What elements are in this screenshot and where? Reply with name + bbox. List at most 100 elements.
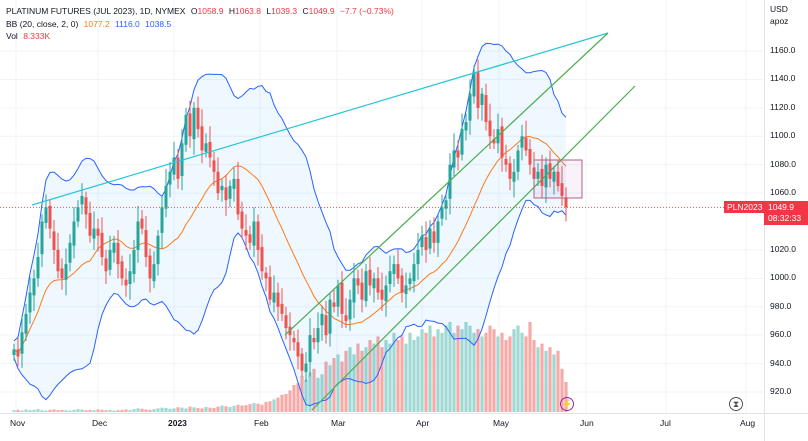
volume-bar [92, 410, 96, 412]
volume-bar [320, 374, 324, 412]
candle-body [344, 315, 348, 321]
volume-bar [148, 409, 152, 412]
volume-bar [208, 407, 212, 412]
bb-basis [13, 136, 567, 354]
volume-bar [508, 336, 512, 412]
volume-bar [484, 332, 488, 412]
candle-body [60, 268, 64, 279]
volume-bar [104, 410, 108, 412]
volume-bar [348, 347, 352, 412]
candle-body [172, 157, 176, 175]
volume-bar [356, 343, 360, 412]
candle-body [212, 160, 216, 172]
volume-bar [304, 379, 308, 412]
volume-bar [456, 325, 460, 412]
candle-body [192, 107, 196, 140]
candle-body [340, 282, 344, 314]
candle-body [460, 129, 464, 155]
candle-body [324, 315, 328, 336]
candle-body [108, 249, 112, 270]
hourglass-icon[interactable]: ⧗ [729, 397, 743, 411]
channel-upper-line [284, 32, 609, 336]
candle-body [500, 126, 504, 158]
volume-bar [20, 410, 24, 412]
volume-bar [448, 322, 452, 412]
volume-bar [116, 410, 120, 412]
lightning-icon[interactable]: ⚡ [560, 397, 574, 411]
candle-body [492, 139, 496, 144]
volume-bar [280, 394, 284, 412]
price-tick: 980.0 [770, 300, 792, 311]
volume-bar [60, 409, 64, 412]
close-value: 1049.9 [308, 6, 335, 16]
volume-bar [396, 340, 400, 412]
candle-body [208, 141, 212, 158]
candle-body [384, 285, 388, 302]
candle-body [88, 212, 92, 236]
volume-bar [28, 410, 32, 412]
volume-bar [48, 409, 52, 412]
volume-bar [380, 347, 384, 412]
time-tick: Aug [740, 418, 756, 428]
open-value: 1058.9 [197, 6, 224, 16]
bb-lower-value: 1038.5 [145, 18, 172, 29]
candle-body [12, 349, 16, 356]
volume-bar [124, 409, 128, 412]
candle-body [160, 207, 164, 233]
volume-bar [528, 322, 532, 412]
candle-body [112, 242, 116, 253]
symbol-title[interactable]: PLATINUM FUTURES (JUL 2023), 1D, NYMEX [6, 6, 186, 16]
volume-bar [432, 336, 436, 412]
volume-bar [156, 408, 160, 412]
candle-body [24, 313, 28, 334]
time-axis[interactable] [0, 413, 808, 414]
candle-body [516, 150, 520, 172]
volume-bar [492, 329, 496, 412]
volume-bar [316, 377, 320, 412]
chart-legend: PLATINUM FUTURES (JUL 2023), 1D, NYMEX O… [6, 6, 394, 41]
volume-bar [520, 332, 524, 412]
volume-bar [204, 406, 208, 412]
volume-bar [428, 325, 432, 412]
candle-body [360, 282, 364, 300]
candle-body [220, 185, 224, 191]
candle-body [368, 269, 372, 286]
price-tick: 940.0 [770, 357, 792, 368]
volume-bar [408, 332, 412, 412]
volume-bar [388, 343, 392, 412]
volume-bar [536, 347, 540, 412]
volume-bar [52, 409, 56, 412]
volume-bar [40, 410, 44, 412]
candle-body [52, 231, 56, 250]
volume-bar [424, 332, 428, 412]
candle-body [436, 221, 440, 243]
price-chart[interactable] [0, 0, 764, 413]
candle-body [564, 197, 568, 208]
volume-bar [240, 405, 244, 412]
candle-body [268, 276, 272, 300]
volume-bar [140, 408, 144, 412]
volume-bar [36, 409, 40, 412]
volume-bar [96, 409, 100, 412]
candle-body [512, 171, 516, 182]
vol-label[interactable]: Vol [6, 31, 18, 41]
price-tick: 1100.0 [770, 130, 796, 141]
volume-bar [524, 336, 528, 412]
volume-bar [516, 325, 520, 412]
candle-body [76, 207, 80, 222]
candle-body [308, 335, 312, 363]
candle-body [336, 285, 340, 307]
price-tick: 1140.0 [770, 73, 796, 84]
price-tick: 1120.0 [770, 101, 796, 112]
candle-body [448, 164, 452, 199]
volume-bar [436, 329, 440, 412]
volume-bar [412, 340, 416, 412]
bb-label[interactable]: BB (20, close, 2, 0) [6, 18, 79, 29]
candle-body [28, 292, 32, 313]
volume-bar [184, 408, 188, 412]
candle-body [116, 242, 120, 265]
candle-body [316, 328, 320, 343]
candle-body [272, 292, 276, 303]
candle-body [120, 261, 124, 279]
volume-bar [220, 405, 224, 412]
